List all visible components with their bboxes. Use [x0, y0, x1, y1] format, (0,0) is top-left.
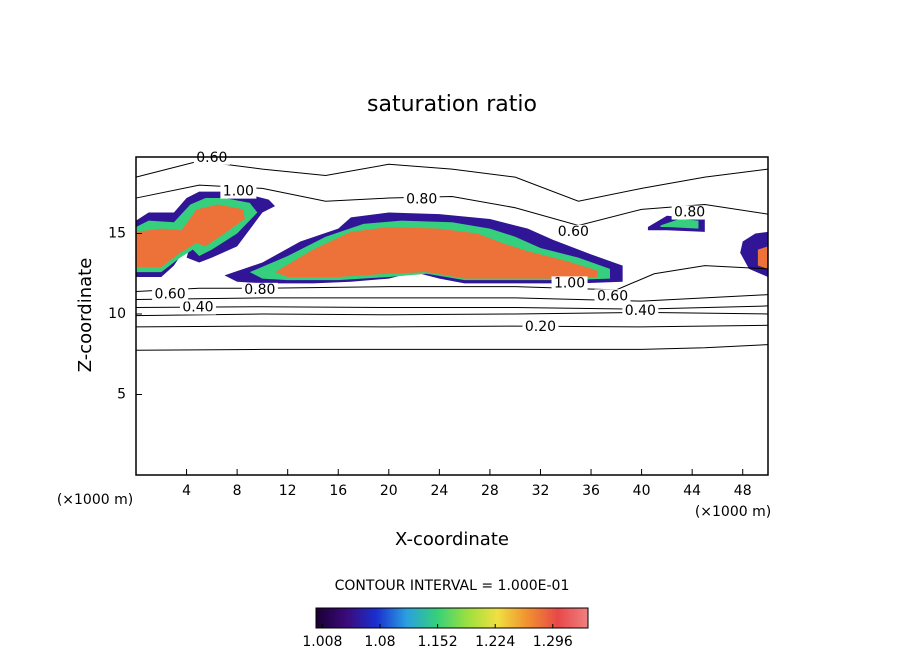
contour-line — [135, 294, 769, 302]
contour-label-bg — [622, 303, 659, 318]
contour-label-bg — [220, 184, 257, 199]
x-tick-label: 4 — [182, 483, 191, 499]
colorbar-tick-label: 1.296 — [533, 634, 573, 650]
x-tick-label: 28 — [481, 483, 499, 499]
contour-label: 0.20 — [525, 319, 556, 335]
x-tick-label: 8 — [233, 483, 242, 499]
x-tick-label: 16 — [329, 483, 347, 499]
colorbar — [315, 607, 589, 629]
y-tick-label: 5 — [117, 386, 126, 402]
shaded-region — [660, 218, 699, 229]
x-tick-label: 36 — [582, 483, 600, 499]
colorbar-tick-label: 1.08 — [364, 634, 395, 650]
contour-label: 0.60 — [558, 224, 589, 240]
contour-label-bg — [179, 300, 216, 315]
contour-line — [135, 344, 769, 351]
contour-interval: CONTOUR INTERVAL = 1.000E-01 — [335, 578, 570, 594]
x-tick-label: 12 — [279, 483, 297, 499]
chart-title: saturation ratio — [367, 92, 537, 117]
contour-label-bg — [551, 276, 588, 291]
plot-area: 0.200.40 0.400.60 0.600.80 1.000.800.601.00… — [135, 150, 769, 351]
contour-label: 0.80 — [406, 192, 437, 208]
x-axis-label: X-coordinate — [395, 529, 509, 550]
x-tick-label: 44 — [683, 483, 701, 499]
contour-label: 0.40 — [182, 300, 213, 316]
shaded-region — [136, 204, 245, 268]
contour-label: 0.80 — [674, 205, 705, 221]
shaded-region — [275, 227, 598, 279]
x-tick-label: 32 — [532, 483, 550, 499]
x-tick-label: 24 — [430, 483, 448, 499]
contour-label: 1.00 — [554, 275, 585, 291]
contour-line — [135, 305, 769, 310]
colorbar-tick-label: 1.152 — [418, 634, 458, 650]
colorbar-tick-label: 1.008 — [302, 634, 342, 650]
contour-label-bg — [193, 150, 230, 165]
x-tick-label: 20 — [380, 483, 398, 499]
contour-label-bg — [594, 289, 631, 304]
plot-frame — [135, 156, 769, 476]
contour-label: 0.60 — [155, 287, 186, 303]
y-axis-label: Z-coordinate — [75, 258, 96, 373]
contour-label-bg — [522, 319, 559, 334]
contour-line — [135, 311, 769, 317]
contour-label-bg — [403, 192, 440, 207]
x-tick-label: 40 — [633, 483, 651, 499]
x-tick-label: 48 — [734, 483, 752, 499]
contour-label: 1.00 — [223, 184, 254, 200]
contour-label: 0.60 — [196, 150, 227, 166]
colorbar-tick-label: 1.224 — [475, 634, 515, 650]
contour-line — [135, 265, 769, 292]
contour-label: 0.80 — [244, 282, 275, 298]
contour-label-bg — [152, 287, 189, 302]
contour-label-bg — [671, 205, 708, 220]
contour-line — [135, 160, 769, 202]
contour-label-bg — [555, 224, 592, 239]
shaded-region — [757, 246, 768, 269]
y-tick-label: 10 — [108, 306, 126, 322]
x-unit: (×1000 m) — [695, 504, 771, 520]
contour-label: 0.40 — [625, 303, 656, 319]
contour-label: 0.60 — [597, 288, 628, 304]
contour-line — [135, 324, 769, 328]
contour-label-bg — [241, 282, 278, 297]
y-tick-label: 15 — [108, 225, 126, 241]
x-unit: (×1000 m) — [57, 492, 133, 508]
